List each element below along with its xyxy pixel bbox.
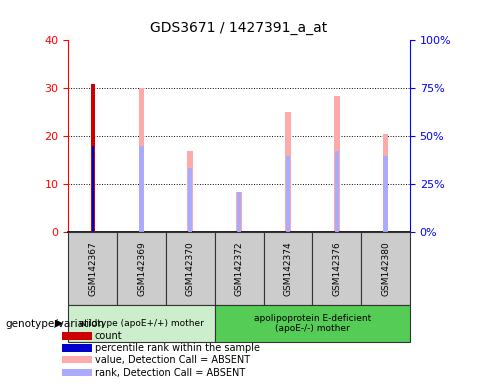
Text: GSM142376: GSM142376 [332,242,341,296]
Text: GSM142374: GSM142374 [284,242,292,296]
Text: value, Detection Call = ABSENT: value, Detection Call = ABSENT [95,355,250,365]
Bar [384,156,387,232]
Bar [285,112,291,232]
Bar [334,96,340,232]
Text: percentile rank within the sample: percentile rank within the sample [95,343,260,353]
Text: GSM142367: GSM142367 [88,242,97,296]
Bar [61,356,92,364]
Bar [264,232,312,305]
Bar [140,146,143,232]
Bar [312,232,361,305]
Bar [91,84,95,232]
Bar [61,332,92,340]
Bar [361,232,410,305]
Text: GSM142370: GSM142370 [186,242,195,296]
Bar [215,232,264,305]
Bar [61,344,92,352]
Bar [117,232,166,305]
Text: GSM142380: GSM142380 [381,242,390,296]
Bar [335,151,339,232]
Text: GSM142369: GSM142369 [137,242,146,296]
Bar [166,232,215,305]
Text: GSM142372: GSM142372 [235,242,244,296]
Bar [236,192,242,232]
Text: genotype/variation: genotype/variation [5,318,104,329]
Bar [92,146,94,232]
Text: apolipoprotein E-deficient
(apoE-/-) mother: apolipoprotein E-deficient (apoE-/-) mot… [254,314,371,333]
Text: count: count [95,331,122,341]
Bar [286,156,290,232]
Bar [383,134,388,232]
Bar [68,232,117,305]
Text: rank, Detection Call = ABSENT: rank, Detection Call = ABSENT [95,367,245,377]
Bar [187,151,193,232]
Bar [139,88,144,232]
Bar [188,167,192,232]
Bar [68,305,215,342]
Text: wildtype (apoE+/+) mother: wildtype (apoE+/+) mother [79,319,204,328]
Bar [215,305,410,342]
Bar [61,369,92,376]
Title: GDS3671 / 1427391_a_at: GDS3671 / 1427391_a_at [150,21,328,35]
Bar [237,192,241,232]
